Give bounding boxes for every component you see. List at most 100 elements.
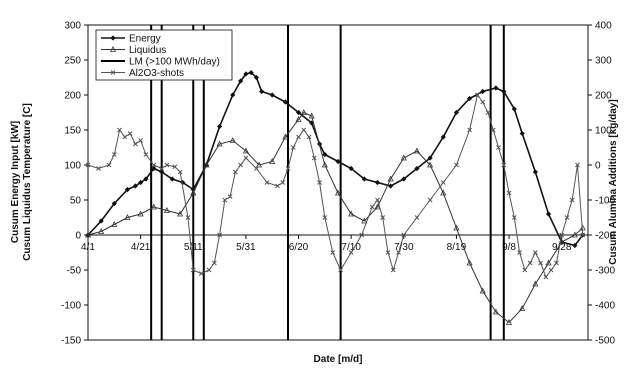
data-point bbox=[334, 189, 342, 196]
right-tick-label: 200 bbox=[595, 91, 612, 102]
x-tick-label: 9/8 bbox=[502, 242, 516, 253]
data-point bbox=[374, 203, 381, 210]
legend-box bbox=[95, 29, 233, 81]
data-point bbox=[190, 189, 197, 196]
legend-entry: Energy bbox=[101, 34, 161, 45]
data-point bbox=[532, 169, 538, 175]
data-point bbox=[169, 176, 175, 182]
data-point bbox=[361, 176, 367, 182]
data-point bbox=[387, 175, 394, 182]
legend-label: Liquidus bbox=[129, 45, 166, 56]
data-point bbox=[98, 218, 104, 224]
data-point bbox=[496, 145, 501, 150]
data-point bbox=[554, 260, 559, 266]
data-point bbox=[124, 214, 131, 220]
data-point bbox=[137, 210, 144, 217]
data-point bbox=[111, 221, 118, 227]
data-point bbox=[300, 109, 307, 115]
data-point bbox=[348, 210, 355, 217]
data-point bbox=[467, 127, 472, 133]
data-point bbox=[242, 147, 249, 154]
data-point bbox=[227, 194, 233, 199]
data-point bbox=[317, 180, 322, 185]
legend-entry: LM (>100 MWh/day) bbox=[101, 57, 220, 68]
data-point bbox=[254, 166, 259, 171]
data-point bbox=[414, 215, 420, 220]
data-point bbox=[282, 99, 288, 105]
data-point bbox=[453, 109, 460, 116]
data-point bbox=[374, 179, 381, 186]
legend-entry: Liquidus bbox=[101, 45, 166, 56]
data-point bbox=[401, 176, 407, 182]
left-tick-label: -100 bbox=[61, 301, 81, 312]
data-point bbox=[348, 165, 354, 172]
data-point bbox=[185, 215, 191, 220]
data-point bbox=[480, 88, 486, 95]
left-axis-title-line1: Cusum Energy Input [kW] bbox=[10, 121, 21, 243]
data-point bbox=[203, 161, 210, 168]
data-point bbox=[177, 169, 183, 175]
data-point bbox=[493, 85, 499, 91]
data-point bbox=[440, 180, 446, 185]
left-tick-label: 100 bbox=[64, 161, 81, 172]
x-tick-label: 5/31 bbox=[236, 242, 256, 253]
data-point bbox=[229, 137, 236, 143]
x-tick-label: 4/21 bbox=[131, 242, 151, 253]
data-point bbox=[375, 197, 380, 203]
left-tick-label: -50 bbox=[67, 266, 82, 277]
data-point bbox=[133, 141, 138, 147]
data-point bbox=[85, 162, 91, 168]
right-tick-label: -200 bbox=[595, 231, 615, 242]
data-point bbox=[369, 204, 375, 210]
data-point bbox=[248, 70, 254, 76]
left-tick-label: 150 bbox=[64, 126, 81, 137]
data-point bbox=[511, 215, 517, 220]
data-point bbox=[222, 197, 228, 203]
data-point bbox=[548, 267, 554, 273]
data-point bbox=[519, 130, 525, 137]
data-point bbox=[390, 267, 396, 273]
data-point bbox=[143, 176, 149, 182]
data-point bbox=[414, 165, 420, 172]
data-point bbox=[538, 260, 543, 266]
legend-label: LM (>100 MWh/day) bbox=[129, 57, 220, 68]
data-point bbox=[396, 250, 401, 255]
legend-label: Energy bbox=[129, 34, 161, 45]
data-point bbox=[427, 197, 433, 203]
data-point bbox=[466, 259, 473, 266]
data-point bbox=[255, 161, 263, 168]
data-point bbox=[564, 215, 570, 220]
data-point bbox=[138, 179, 144, 186]
data-point bbox=[110, 70, 116, 75]
data-point bbox=[330, 250, 336, 255]
data-point bbox=[216, 123, 223, 130]
data-point bbox=[109, 46, 117, 52]
data-point bbox=[143, 152, 149, 157]
data-point bbox=[127, 131, 133, 136]
data-point bbox=[110, 35, 116, 41]
series-line bbox=[87, 111, 584, 324]
left-tick-label: 50 bbox=[70, 196, 82, 207]
data-point bbox=[198, 271, 204, 276]
data-point bbox=[569, 197, 575, 203]
plot-frame bbox=[87, 24, 589, 341]
data-point bbox=[306, 134, 312, 140]
data-point bbox=[580, 232, 586, 238]
data-point bbox=[506, 190, 512, 196]
left-tick-label: -150 bbox=[61, 336, 81, 347]
data-point bbox=[361, 217, 368, 224]
data-point bbox=[295, 109, 302, 116]
data-point bbox=[479, 287, 486, 294]
x-tick-label: 7/10 bbox=[341, 242, 361, 253]
data-point bbox=[111, 200, 117, 207]
data-point bbox=[575, 162, 580, 168]
x-tick-label: 6/20 bbox=[289, 242, 309, 253]
data-point bbox=[84, 231, 92, 238]
data-point bbox=[111, 152, 117, 157]
x-tick-label: 4/1 bbox=[81, 242, 95, 253]
data-point bbox=[338, 267, 343, 273]
data-point bbox=[559, 232, 565, 238]
